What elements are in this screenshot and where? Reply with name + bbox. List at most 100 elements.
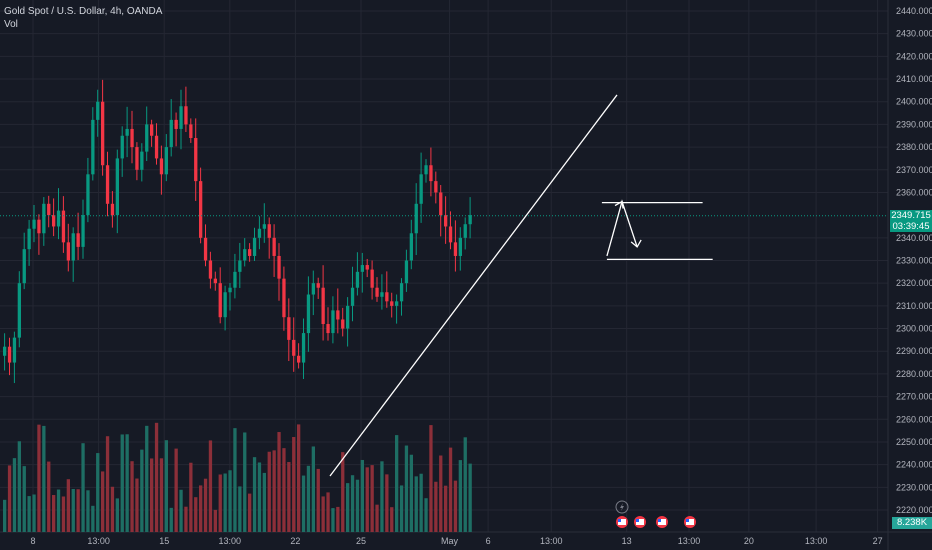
candle-body[interactable] bbox=[262, 224, 266, 229]
candle-body[interactable] bbox=[395, 301, 399, 306]
candle-body[interactable] bbox=[301, 333, 306, 363]
candle-body[interactable] bbox=[56, 210, 61, 227]
candle-body[interactable] bbox=[150, 124, 154, 136]
candle-body[interactable] bbox=[66, 242, 70, 261]
candle-body[interactable] bbox=[135, 147, 139, 170]
candle-body[interactable] bbox=[336, 310, 340, 320]
candle-body[interactable] bbox=[101, 101, 105, 166]
candle-body[interactable] bbox=[110, 203, 115, 216]
candle-body[interactable] bbox=[27, 228, 31, 250]
candle-body[interactable] bbox=[194, 138, 198, 182]
lightning-event-icon[interactable] bbox=[615, 500, 629, 514]
candle-body[interactable] bbox=[316, 283, 320, 288]
candle-body[interactable] bbox=[414, 203, 418, 234]
candle-body[interactable] bbox=[444, 215, 448, 227]
candle-body[interactable] bbox=[37, 219, 41, 234]
candle-body[interactable] bbox=[105, 165, 110, 204]
candle-body[interactable] bbox=[3, 346, 7, 356]
candle-body[interactable] bbox=[448, 226, 453, 243]
candle-body[interactable] bbox=[257, 228, 262, 238]
candle-body[interactable] bbox=[199, 181, 203, 238]
trendline-drawing[interactable] bbox=[329, 94, 618, 477]
candle-body[interactable] bbox=[341, 319, 345, 329]
candle-body[interactable] bbox=[434, 181, 438, 193]
candle-body[interactable] bbox=[297, 355, 301, 363]
candle-body[interactable] bbox=[311, 283, 315, 295]
arrow-path-drawing[interactable] bbox=[606, 199, 638, 257]
candle-body[interactable] bbox=[81, 215, 85, 247]
candle-body[interactable] bbox=[169, 119, 173, 148]
candle-body[interactable] bbox=[52, 215, 56, 227]
symbol-title[interactable]: Gold Spot / U.S. Dollar, 4h, OANDA bbox=[4, 6, 163, 17]
candle-body[interactable] bbox=[453, 242, 458, 256]
candle-body[interactable] bbox=[439, 192, 443, 216]
candle-body[interactable] bbox=[184, 106, 188, 125]
candle-body[interactable] bbox=[238, 260, 242, 272]
volume-indicator-label[interactable]: Vol bbox=[4, 19, 18, 30]
candle-body[interactable] bbox=[140, 151, 144, 170]
candle-body[interactable] bbox=[179, 106, 183, 129]
candle-body[interactable] bbox=[189, 124, 193, 139]
candle-body[interactable] bbox=[76, 233, 80, 247]
candle-body[interactable] bbox=[277, 255, 281, 279]
candle-body[interactable] bbox=[429, 165, 433, 182]
candle-body[interactable] bbox=[370, 269, 374, 288]
candle-body[interactable] bbox=[61, 210, 66, 243]
candle-body[interactable] bbox=[47, 203, 51, 216]
candle-body[interactable] bbox=[17, 283, 21, 338]
candle-body[interactable] bbox=[248, 249, 252, 256]
candle-body[interactable] bbox=[419, 174, 423, 204]
candle-body[interactable] bbox=[164, 147, 168, 175]
candle-body[interactable] bbox=[306, 294, 311, 334]
candle-body[interactable] bbox=[409, 233, 413, 261]
candle-body[interactable] bbox=[145, 124, 149, 152]
candle-body[interactable] bbox=[360, 265, 364, 272]
candle-body[interactable] bbox=[346, 305, 350, 329]
candle-body[interactable] bbox=[174, 119, 178, 129]
candle-body[interactable] bbox=[399, 283, 404, 302]
candle-body[interactable] bbox=[203, 237, 208, 261]
candle-body[interactable] bbox=[96, 101, 100, 120]
candle-body[interactable] bbox=[355, 271, 360, 288]
candle-body[interactable] bbox=[233, 271, 237, 288]
candle-body[interactable] bbox=[223, 292, 227, 318]
candle-body[interactable] bbox=[267, 224, 271, 238]
candle-body[interactable] bbox=[130, 128, 134, 148]
candle-body[interactable] bbox=[115, 158, 119, 216]
candle-body[interactable] bbox=[326, 324, 330, 334]
candle-body[interactable] bbox=[385, 292, 389, 302]
candle-body[interactable] bbox=[42, 203, 46, 234]
candle-body[interactable] bbox=[375, 287, 379, 297]
candle-body[interactable] bbox=[390, 301, 394, 306]
candle-body[interactable] bbox=[243, 249, 247, 261]
candle-body[interactable] bbox=[213, 278, 217, 284]
candle-body[interactable] bbox=[458, 237, 462, 256]
candle-body[interactable] bbox=[22, 249, 26, 284]
candle-body[interactable] bbox=[404, 260, 409, 284]
candle-body[interactable] bbox=[380, 292, 384, 297]
candle-body[interactable] bbox=[154, 135, 159, 159]
candle-body[interactable] bbox=[7, 346, 12, 363]
candle-body[interactable] bbox=[228, 287, 232, 293]
candle-body[interactable] bbox=[32, 219, 36, 229]
candle-body[interactable] bbox=[120, 135, 124, 159]
candle-body[interactable] bbox=[287, 317, 291, 340]
candle-body[interactable] bbox=[350, 287, 355, 306]
candle-body[interactable] bbox=[208, 260, 213, 279]
candle-body[interactable] bbox=[71, 233, 75, 261]
candle-body[interactable] bbox=[468, 215, 472, 225]
candle-body[interactable] bbox=[272, 237, 276, 256]
candle-body[interactable] bbox=[321, 287, 325, 325]
candle-body[interactable] bbox=[12, 337, 17, 363]
candle-body[interactable] bbox=[91, 119, 95, 175]
candle-body[interactable] bbox=[125, 128, 129, 136]
candle-body[interactable] bbox=[463, 224, 467, 238]
candle-body[interactable] bbox=[424, 165, 428, 175]
candle-body[interactable] bbox=[331, 310, 335, 334]
candle-body[interactable] bbox=[365, 265, 369, 270]
candle-body[interactable] bbox=[282, 278, 286, 318]
candle-body[interactable] bbox=[292, 339, 296, 356]
candle-body[interactable] bbox=[159, 158, 164, 175]
candle-body[interactable] bbox=[218, 283, 222, 318]
